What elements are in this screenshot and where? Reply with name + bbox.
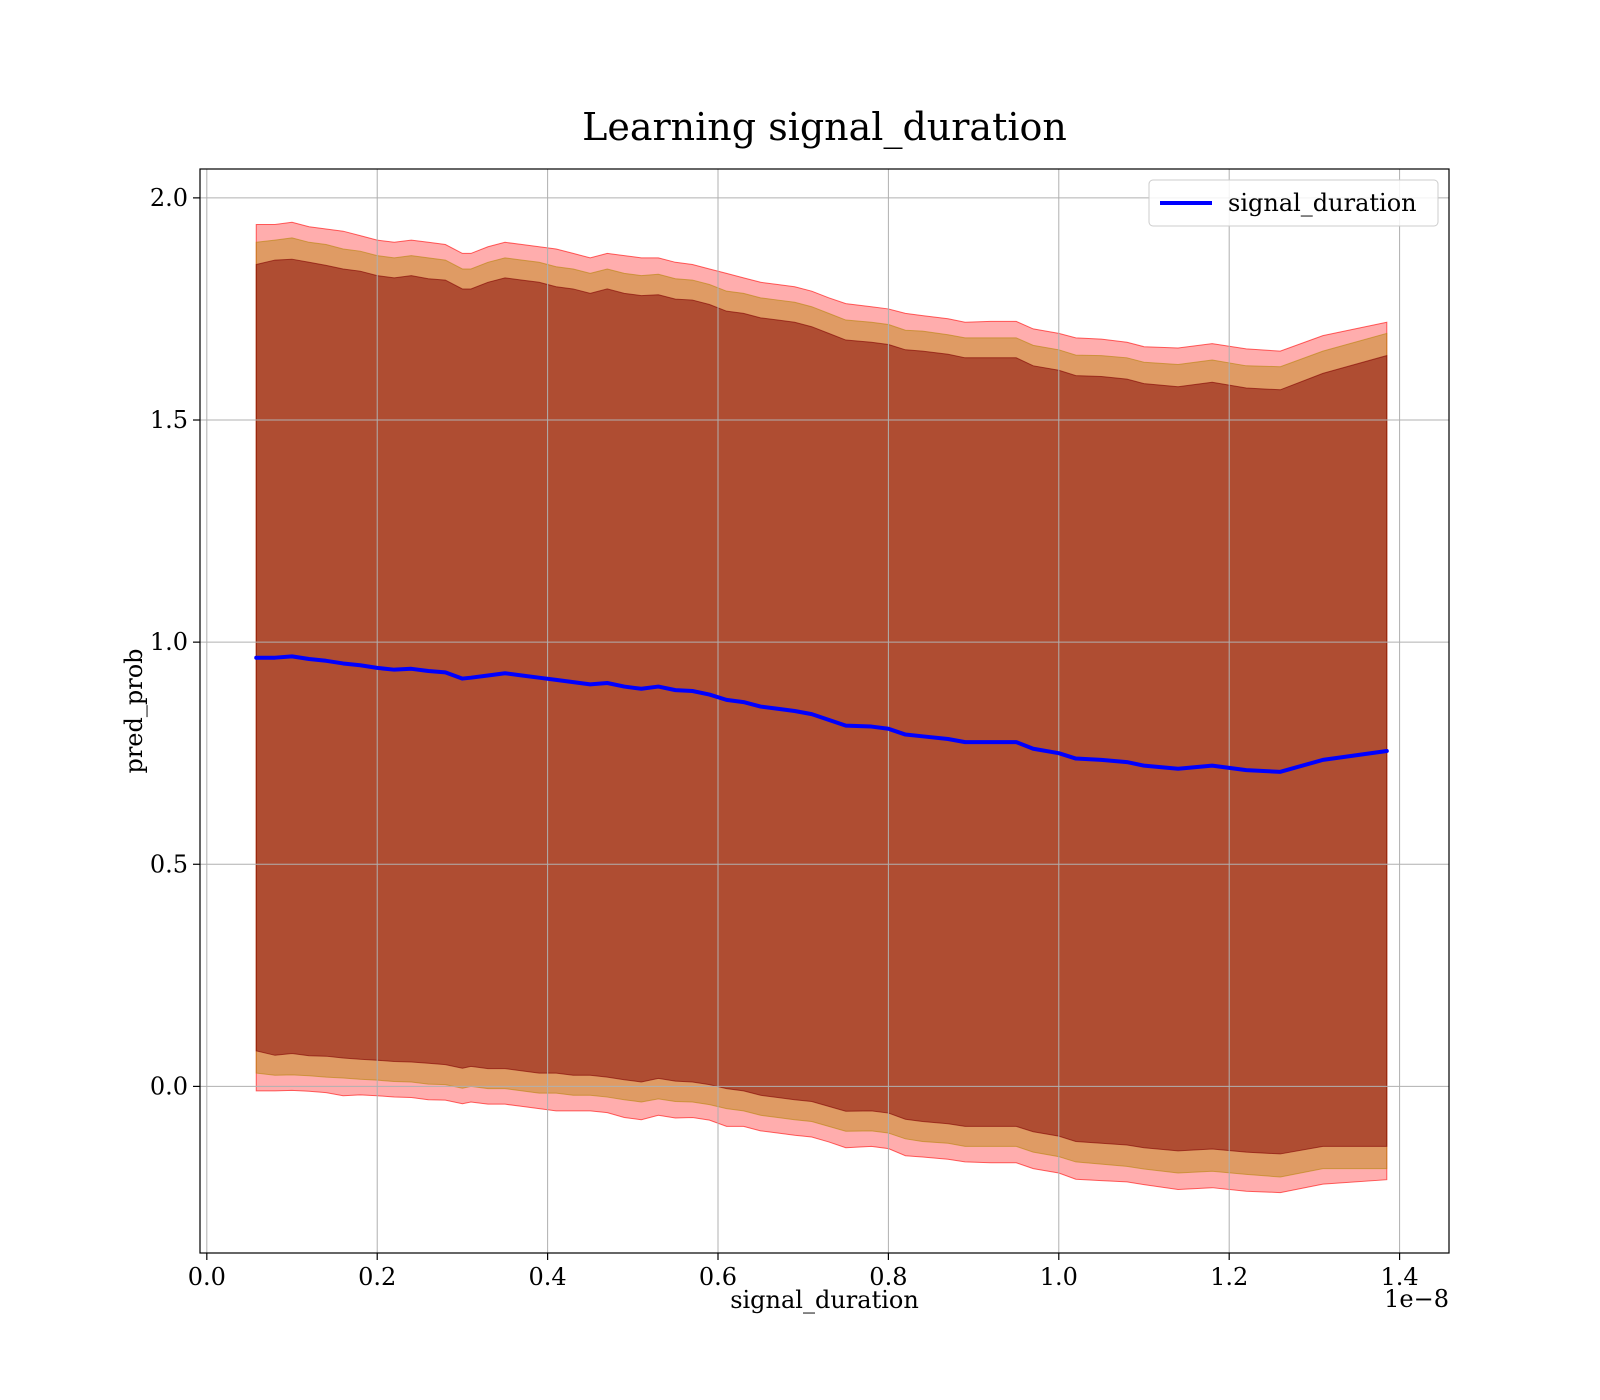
confidence-bands	[255, 221, 1388, 1194]
x-tick-label-1: 0.2	[358, 1263, 396, 1291]
y-tick-label-4: 2.0	[150, 184, 188, 212]
x-tick-label-6: 1.2	[1210, 1263, 1248, 1291]
x-axis-label: signal_duration	[730, 1286, 919, 1314]
x-tick-label-0: 0.0	[188, 1263, 226, 1291]
x-tick-label-5: 1.0	[1040, 1263, 1078, 1291]
x-tick-label-4: 0.8	[869, 1263, 907, 1291]
legend: signal_duration	[1148, 179, 1439, 227]
grid-lines	[200, 169, 1449, 1253]
x-tick-label-3: 0.6	[699, 1263, 737, 1291]
axis-ticks: 0.0 0.2 0.4 0.6 0.8 1.0 1.2 1.4 0.0 0.5 1.0 1.5 2.0	[150, 184, 1419, 1291]
plot-frame	[199, 168, 1450, 1254]
series-line-0	[254, 654, 1389, 774]
series-lines	[254, 654, 1389, 774]
x-axis-offset-label: 1e−8	[1384, 1285, 1449, 1313]
chart-title: Learning signal_duration	[582, 105, 1067, 150]
y-tick-label-2: 1.0	[150, 628, 188, 656]
legend-box	[1148, 179, 1439, 227]
x-tick-label-7: 1.4	[1380, 1263, 1418, 1291]
band-3	[255, 258, 1388, 1155]
y-axis-label: pred_prob	[120, 648, 148, 773]
x-tick-label-2: 0.4	[529, 1263, 567, 1291]
legend-label-signal-duration: signal_duration	[1228, 189, 1417, 217]
y-tick-label-0: 0.0	[150, 1072, 188, 1100]
y-tick-label-3: 1.5	[150, 406, 188, 434]
y-tick-label-1: 0.5	[150, 850, 188, 878]
